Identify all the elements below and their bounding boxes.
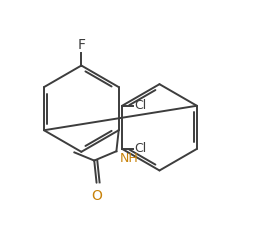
Text: O: O [91,189,102,202]
Text: Cl: Cl [134,142,146,155]
Text: F: F [77,38,85,51]
Text: Cl: Cl [134,99,146,112]
Text: NH: NH [120,152,139,165]
